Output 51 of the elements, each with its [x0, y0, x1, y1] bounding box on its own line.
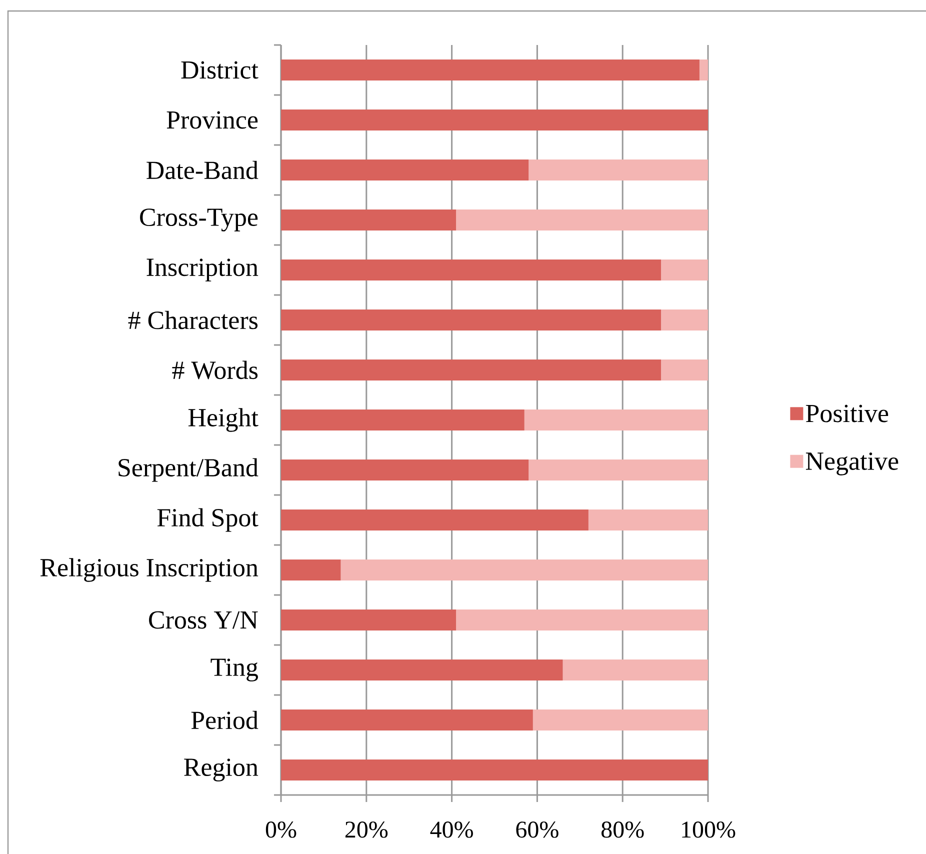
y-tick-label: Serpent/Band: [118, 458, 258, 482]
x-tick-label: 100%: [682, 822, 736, 838]
x-tick-label: 0%: [266, 822, 296, 838]
bar: [281, 460, 529, 480]
bar: [456, 209, 708, 230]
bar: [661, 359, 708, 380]
bar: [281, 409, 524, 430]
bar: [588, 509, 708, 530]
bar: [524, 409, 708, 430]
bar: [456, 610, 708, 630]
bar: [532, 710, 708, 730]
y-tick-label: Religious Inscription: [40, 558, 258, 582]
x-tick-label: 60%: [516, 822, 558, 838]
legend-label: Negative: [806, 452, 898, 476]
bar: [281, 359, 662, 380]
bar: [562, 660, 708, 680]
bar: [281, 309, 662, 330]
y-tick-label: Period: [191, 710, 258, 730]
bar: [528, 460, 708, 480]
bar: [281, 710, 533, 730]
bar: [281, 559, 341, 580]
bar: [281, 159, 529, 180]
bar: [281, 109, 708, 130]
x-tick-label: 80%: [602, 822, 644, 838]
y-tick-label: District: [181, 61, 258, 79]
y-tick-label: Region: [184, 758, 258, 782]
bar: [661, 259, 708, 280]
legend-label: Positive: [806, 404, 888, 422]
y-tick-label: Province: [166, 111, 258, 129]
x-tick-label: 40%: [430, 822, 473, 838]
y-tick-label: Cross Y/N: [149, 611, 258, 629]
bar: [699, 59, 708, 80]
y-tick-label: # Words: [172, 360, 258, 380]
x-tick-label: 20%: [345, 822, 388, 838]
y-tick-label: Ting: [210, 658, 258, 682]
bar: [528, 159, 708, 180]
bar: [281, 610, 456, 630]
bar: [281, 209, 456, 230]
y-tick-label: Inscription: [146, 258, 258, 282]
y-tick-label: Cross-Type: [140, 208, 258, 232]
y-tick-label: Height: [188, 408, 258, 432]
bar: [281, 259, 662, 280]
bar: [661, 309, 708, 330]
y-tick-label: Date-Band: [146, 160, 258, 180]
bar: [281, 59, 700, 80]
bar: [340, 559, 708, 580]
y-tick-label: # Characters: [128, 310, 258, 330]
y-tick-label: Find Spot: [157, 508, 258, 532]
bar: [281, 660, 563, 680]
bar: [281, 760, 708, 780]
bar: [281, 509, 588, 530]
